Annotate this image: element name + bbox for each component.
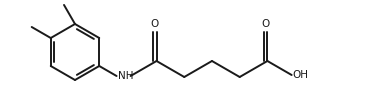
Text: O: O: [151, 19, 159, 29]
Text: NH: NH: [117, 71, 133, 81]
Text: O: O: [262, 19, 270, 29]
Text: OH: OH: [293, 70, 309, 80]
